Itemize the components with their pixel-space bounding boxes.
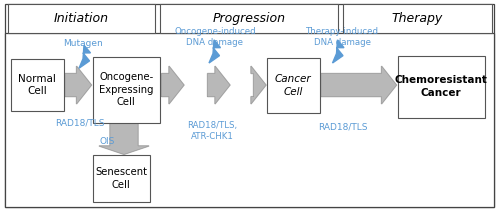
Text: Therapy: Therapy bbox=[392, 12, 442, 25]
Polygon shape bbox=[79, 45, 90, 68]
Bar bbox=[160, 4, 338, 33]
Text: Oncogene-induced
DNA damage: Oncogene-induced DNA damage bbox=[174, 27, 256, 47]
Text: Chemoresistant
Cancer: Chemoresistant Cancer bbox=[395, 75, 488, 98]
Polygon shape bbox=[321, 66, 396, 104]
Bar bbox=[92, 57, 160, 123]
Bar bbox=[8, 4, 155, 33]
Text: Cancer
Cell: Cancer Cell bbox=[275, 74, 312, 97]
Text: Therapy-induced
DNA damage: Therapy-induced DNA damage bbox=[306, 27, 379, 47]
Bar bbox=[5, 33, 494, 207]
Bar bbox=[267, 58, 320, 113]
Text: RAD18/TLS: RAD18/TLS bbox=[55, 118, 105, 127]
Bar bbox=[398, 56, 485, 118]
Polygon shape bbox=[251, 66, 266, 104]
Bar bbox=[92, 155, 150, 202]
Text: Initiation: Initiation bbox=[54, 12, 108, 25]
Polygon shape bbox=[208, 66, 230, 104]
Text: Mutagen: Mutagen bbox=[62, 39, 102, 47]
Text: OIS: OIS bbox=[100, 137, 115, 146]
Polygon shape bbox=[99, 123, 149, 154]
Polygon shape bbox=[162, 66, 184, 104]
Text: Progression: Progression bbox=[212, 12, 285, 25]
Text: RAD18/TLS: RAD18/TLS bbox=[318, 123, 367, 131]
Polygon shape bbox=[209, 40, 220, 63]
Text: Senescent
Cell: Senescent Cell bbox=[95, 167, 147, 190]
Text: Normal
Cell: Normal Cell bbox=[18, 74, 56, 96]
Bar bbox=[11, 59, 64, 111]
Text: RAD18/TLS,
ATR-CHK1: RAD18/TLS, ATR-CHK1 bbox=[188, 121, 238, 141]
Bar bbox=[342, 4, 492, 33]
Text: Oncogene-
Expressing
Cell: Oncogene- Expressing Cell bbox=[99, 72, 154, 107]
Polygon shape bbox=[65, 66, 92, 104]
Polygon shape bbox=[332, 40, 344, 63]
